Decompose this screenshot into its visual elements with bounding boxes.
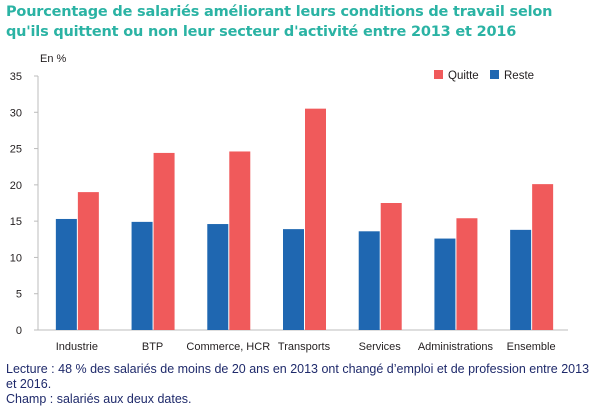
- x-category-label: Administrations: [418, 341, 494, 353]
- bar-quitte-6: [532, 184, 554, 330]
- legend-swatch-quitte: [434, 70, 443, 79]
- y-tick-label: 25: [10, 144, 22, 156]
- y-tick-label: 35: [10, 71, 22, 83]
- bar-quitte-3: [305, 108, 326, 331]
- bar-quitte-2: [229, 151, 251, 330]
- y-tick-label: 5: [16, 289, 22, 301]
- lecture-note: Lecture : 48 % des salariés de moins de …: [6, 362, 590, 391]
- bar-reste-6: [510, 229, 532, 330]
- bar-quitte-0: [77, 192, 99, 330]
- y-tick-label: 30: [10, 107, 22, 119]
- bar-quitte-1: [153, 152, 175, 330]
- x-category-label: Industrie: [56, 341, 98, 353]
- y-axis-unit-label: En %: [40, 53, 67, 65]
- bar-reste-1: [131, 221, 153, 330]
- bar-reste-0: [55, 218, 77, 330]
- y-tick-label: 15: [10, 216, 22, 228]
- x-category-label: Transports: [278, 341, 331, 353]
- bar-reste-3: [283, 229, 304, 330]
- x-category-label: Commerce, HCR: [186, 341, 270, 353]
- x-category-label: BTP: [142, 341, 163, 353]
- champ-note: Champ : salariés aux deux dates.: [6, 392, 192, 406]
- bar-reste-4: [358, 231, 380, 330]
- y-tick-label: 20: [10, 180, 22, 192]
- bar-reste-2: [207, 224, 229, 330]
- legend-label-quitte: Quitte: [448, 70, 479, 82]
- y-tick-label: 10: [10, 252, 22, 264]
- legend-label-reste: Reste: [504, 70, 534, 82]
- bar-quitte-5: [456, 218, 478, 330]
- bar-reste-5: [434, 238, 456, 330]
- y-tick-label: 0: [16, 325, 22, 337]
- legend-swatch-reste: [490, 70, 499, 79]
- x-category-label: Ensemble: [507, 341, 556, 353]
- x-category-label: Services: [359, 341, 402, 353]
- chart-title: Pourcentage de salariés améliorant leurs…: [6, 4, 553, 40]
- bar-quitte-4: [380, 203, 402, 330]
